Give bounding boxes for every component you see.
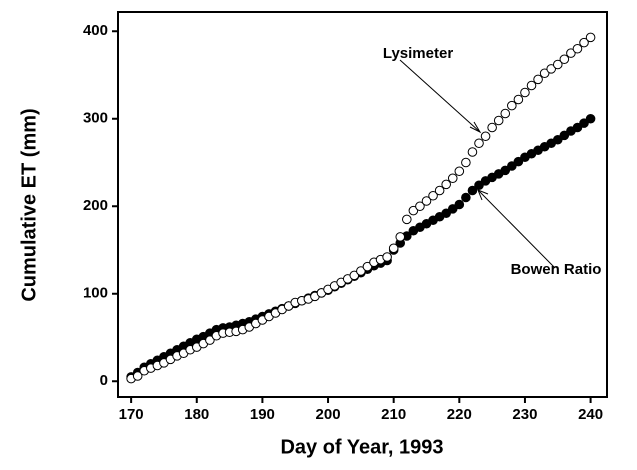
- point: [559, 130, 570, 141]
- point: [520, 87, 530, 98]
- point: [507, 100, 517, 111]
- point: [579, 118, 589, 128]
- point: [447, 204, 458, 214]
- y-tick-label: 300: [83, 110, 108, 127]
- point: [572, 122, 583, 133]
- x-tick-label: 170: [119, 406, 144, 423]
- plot-frame: [117, 11, 608, 398]
- x-tick-label: 210: [381, 406, 406, 423]
- point: [474, 180, 484, 191]
- point: [421, 196, 432, 206]
- annotation: Lysimeter: [383, 45, 453, 62]
- annotation-arrowhead: [469, 121, 482, 134]
- y-tick-label: 200: [83, 197, 108, 214]
- point: [552, 134, 563, 145]
- point: [539, 68, 550, 79]
- x-axis-title: Day of Year, 1993: [280, 436, 443, 458]
- point: [402, 214, 412, 225]
- point: [526, 80, 537, 91]
- y-axis-title: Cumulative ET (mm): [18, 108, 40, 301]
- point: [487, 122, 497, 133]
- point: [566, 48, 576, 58]
- point: [513, 156, 524, 167]
- x-tick-label: 180: [184, 406, 209, 423]
- point: [559, 54, 570, 65]
- y-tick-label: 400: [83, 22, 108, 39]
- point: [552, 59, 563, 70]
- point: [533, 74, 543, 85]
- annotation-arrow: [399, 59, 481, 133]
- x-tick-label: 240: [578, 406, 603, 423]
- point: [395, 232, 406, 242]
- point: [461, 157, 471, 168]
- y-tick-label: 0: [100, 372, 108, 389]
- point: [579, 37, 589, 48]
- point: [585, 32, 596, 43]
- point: [382, 252, 392, 262]
- x-tick-label: 200: [316, 406, 341, 423]
- x-tick-label: 190: [250, 406, 275, 423]
- point: [388, 243, 399, 254]
- point: [454, 166, 465, 177]
- annotation-arrowhead: [477, 189, 489, 201]
- point: [434, 185, 445, 196]
- point: [467, 147, 478, 157]
- point: [132, 371, 143, 381]
- point: [205, 335, 215, 345]
- point: [474, 138, 484, 149]
- point: [428, 190, 438, 201]
- point: [500, 165, 511, 176]
- point: [507, 161, 517, 171]
- point: [546, 64, 557, 74]
- point: [349, 270, 360, 281]
- point: [356, 266, 366, 276]
- annotation: Bowen Ratio: [511, 261, 602, 278]
- point: [480, 131, 491, 142]
- point: [513, 94, 524, 105]
- x-tick-label: 220: [447, 406, 472, 423]
- point: [415, 201, 425, 212]
- point: [572, 43, 583, 54]
- point: [467, 185, 478, 196]
- y-tick-label: 100: [83, 285, 108, 302]
- point: [408, 205, 419, 216]
- x-tick-label: 230: [512, 406, 537, 423]
- annotation-arrow: [477, 189, 556, 269]
- point: [441, 208, 451, 219]
- point: [441, 179, 451, 190]
- point: [500, 108, 511, 119]
- point: [362, 261, 373, 272]
- point: [454, 199, 465, 210]
- point: [585, 113, 596, 124]
- point: [461, 192, 471, 203]
- point: [493, 115, 504, 126]
- point: [447, 173, 458, 184]
